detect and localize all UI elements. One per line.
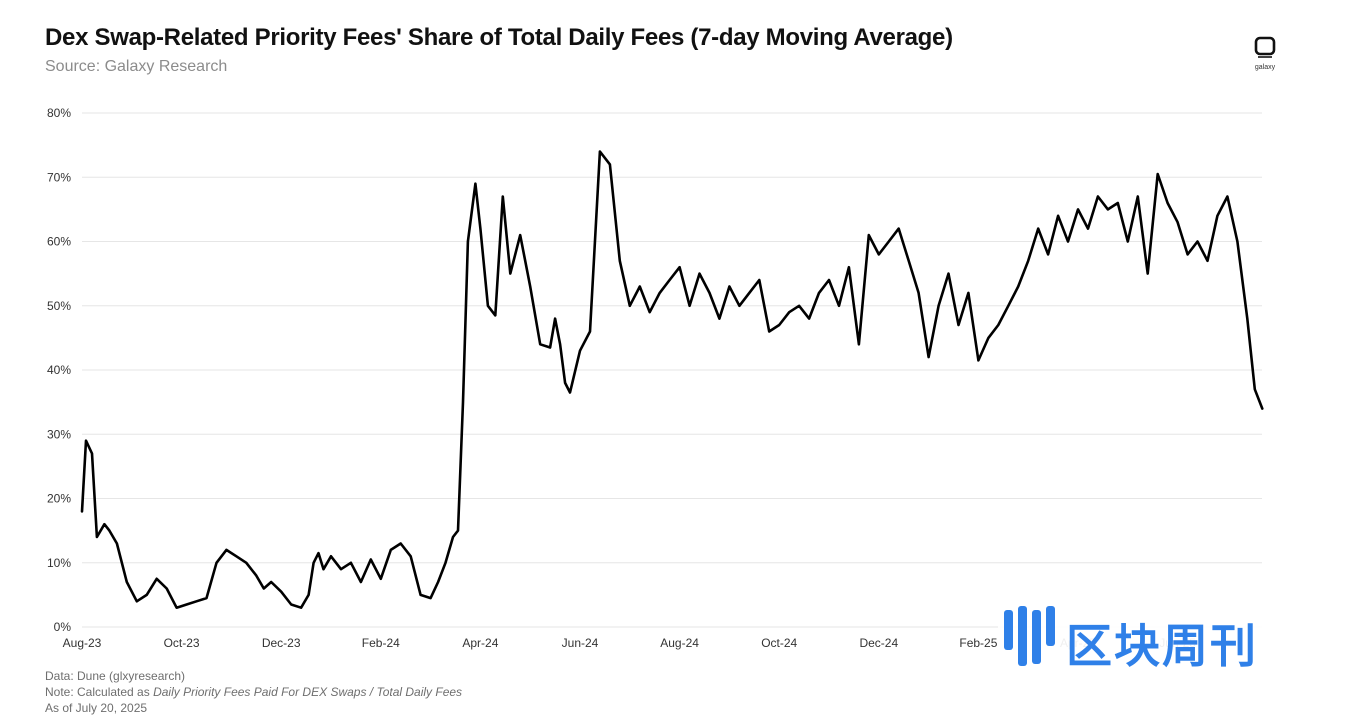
y-tick-label: 20% <box>47 492 71 506</box>
galaxy-logo: galaxy <box>1248 36 1282 71</box>
series-line <box>80 150 1264 609</box>
y-tick-label: 10% <box>47 556 71 570</box>
grid-lines <box>82 112 1262 628</box>
x-tick-label: Aug-23 <box>63 636 102 650</box>
y-tick-label: 0% <box>54 620 72 634</box>
x-tick-label: Apr-24 <box>462 636 498 650</box>
y-tick-label: 40% <box>47 363 71 377</box>
x-tick-label: Aug-24 <box>660 636 699 650</box>
galaxy-logo-text: galaxy <box>1254 64 1276 71</box>
x-tick-label: Jun-24 <box>562 636 599 650</box>
y-tick-label: 30% <box>47 427 71 441</box>
galaxy-logo-icon <box>1254 36 1276 58</box>
y-tick-label: 70% <box>47 170 71 184</box>
as-of-date: As of July 20, 2025 <box>45 701 148 715</box>
y-axis-tick-labels: 0% 10% 20% 30% 40% 50% 60% 70% 80% <box>47 106 71 634</box>
y-tick-label: 50% <box>47 299 71 313</box>
chart-title: Dex Swap-Related Priority Fees' Share of… <box>45 24 953 51</box>
watermark-text: 区块周刊 <box>1066 620 1258 672</box>
calculation-prefix: Note: Calculated as <box>45 685 154 699</box>
x-tick-label: Feb-24 <box>362 636 400 650</box>
x-tick-label: Dec-24 <box>859 636 898 650</box>
x-tick-label: Oct-23 <box>164 636 200 650</box>
series-layer <box>80 150 1264 609</box>
x-tick-label: Feb-25 <box>959 636 997 650</box>
x-tick-label: Oct-24 <box>761 636 797 650</box>
watermark-logo-icon <box>1004 606 1055 666</box>
y-tick-label: 60% <box>47 235 71 249</box>
data-source-note: Data: Dune (glxyresearch) <box>45 669 186 683</box>
chart-subtitle: Source: Galaxy Research <box>45 58 228 75</box>
calculation-note: Note: Calculated as Daily Priority Fees … <box>45 684 462 700</box>
y-tick-label: 80% <box>47 106 71 120</box>
calculation-formula: Daily Priority Fees Paid For DEX Swaps /… <box>153 685 463 699</box>
x-tick-label: Dec-23 <box>262 636 301 650</box>
footer-notes: Data: Dune (glxyresearch) Note: Calculat… <box>45 668 462 716</box>
